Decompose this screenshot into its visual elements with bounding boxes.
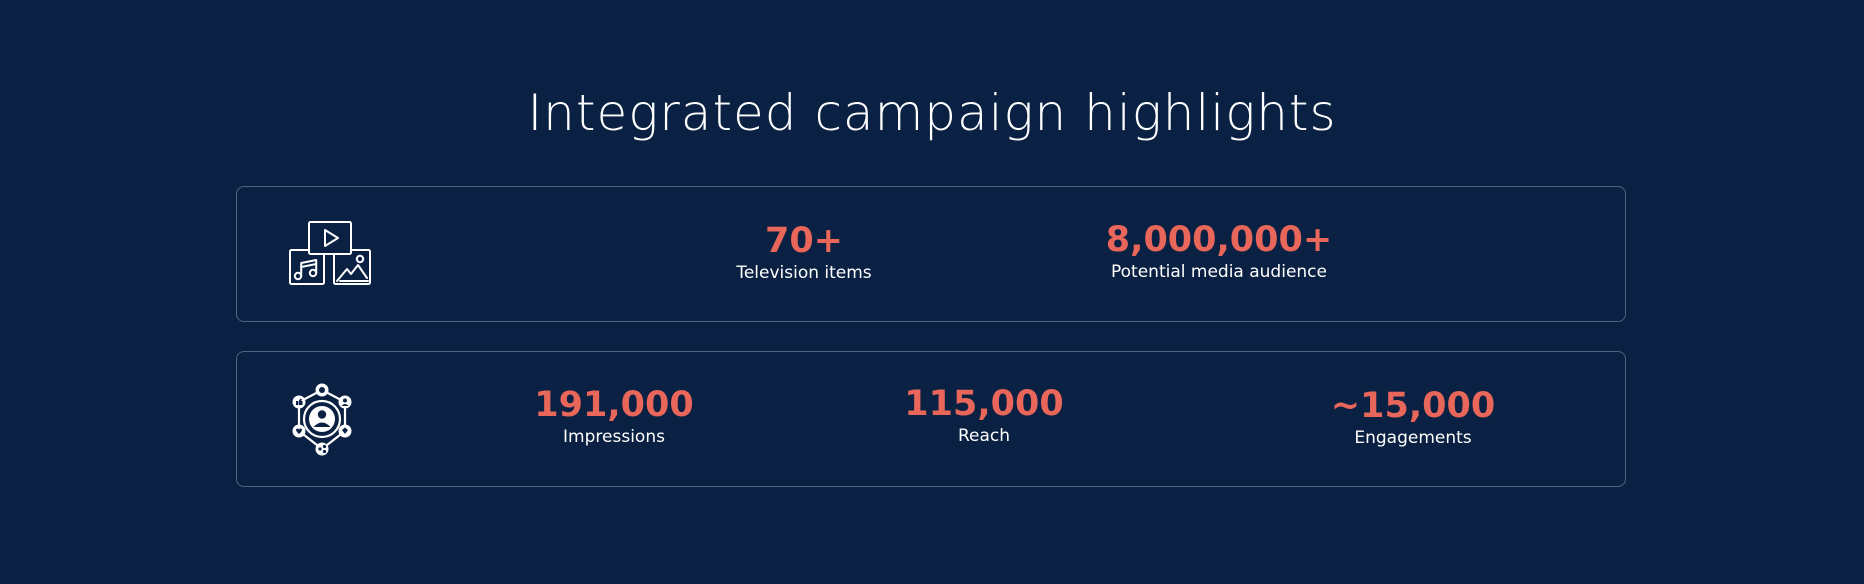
stat-label: Potential media audience <box>1111 262 1327 282</box>
media-icon <box>289 221 371 285</box>
social-highlights-card: 191,000 Impressions 115,000 Reach ~15,00… <box>236 351 1626 487</box>
stat-label: Reach <box>957 426 1011 446</box>
stat-value: 70+ <box>764 221 844 261</box>
stat-value: 191,000 <box>534 385 694 425</box>
stat-potential-media-audience: 8,000,000+ Potential media audience <box>1106 220 1332 283</box>
stat-engagements: ~15,000 Engagements <box>1331 386 1495 449</box>
stat-impressions: 191,000 Impressions <box>534 385 693 448</box>
page-title: Integrated campaign highlights <box>527 84 1337 142</box>
social-network-icon <box>292 383 352 456</box>
stat-label: Engagements <box>1354 428 1472 448</box>
stat-value: 8,000,000+ <box>1105 220 1333 260</box>
media-highlights-card: 70+ Television items 8,000,000+ Potentia… <box>236 186 1626 322</box>
stat-value: ~15,000 <box>1330 386 1496 426</box>
stat-reach: 115,000 Reach <box>904 384 1063 447</box>
stat-label: Television items <box>736 263 872 283</box>
stat-value: 115,000 <box>904 384 1064 424</box>
stat-television-items: 70+ Television items <box>736 221 871 284</box>
stat-label: Impressions <box>563 427 665 447</box>
